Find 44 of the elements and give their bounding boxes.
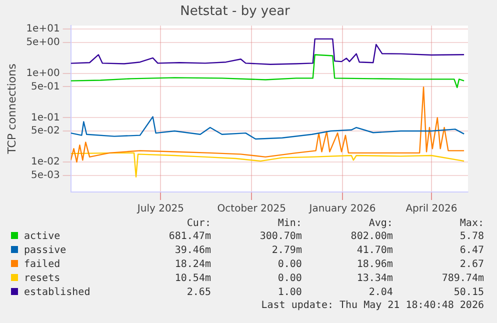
text: 2.65 (186, 286, 212, 300)
legend-label: passive (24, 245, 66, 256)
y-tick-label: 1e+00 (26, 68, 60, 79)
y-tick-label: 5e-01 (30, 81, 60, 92)
x-tick-label: July 2025 (136, 204, 184, 215)
y-tick-label: 1e-02 (30, 156, 60, 168)
legend-label: failed (24, 259, 60, 270)
text: 5.78 (458, 230, 485, 244)
text: 18.24m (174, 258, 212, 272)
text: 6.47 (458, 244, 485, 258)
text: 789.74m (440, 272, 485, 286)
y-tick-label: 5e+00 (26, 37, 60, 48)
legend-label: established (24, 287, 90, 298)
text: 13.34m (356, 272, 394, 286)
legend-label: resets (24, 273, 60, 284)
y-tick-label: 1e-01 (30, 112, 60, 124)
text: 39.46m (174, 244, 212, 258)
text: 802.00m (350, 230, 394, 244)
text: 0.00 (276, 258, 303, 272)
text: 300.70m (258, 230, 303, 244)
y-tick-label: 5e-02 (30, 126, 60, 137)
text: Max: (458, 218, 485, 230)
text: 681.47m (168, 230, 212, 244)
text: 50.15 (452, 286, 485, 300)
x-tick-label: April 2026 (406, 204, 458, 215)
x-tick-label: January 2026 (308, 204, 376, 215)
y-tick-label: 5e-03 (30, 170, 60, 181)
text: Avg: (368, 218, 394, 230)
x-tick-label: October 2025 (217, 204, 286, 215)
text: 0.00 (276, 272, 303, 286)
text: 10.54m (174, 272, 212, 286)
text: Cur: (186, 218, 212, 230)
text: 1.00 (276, 286, 303, 300)
text: 2.04 (368, 286, 394, 300)
text: Last update: Thu May 21 18:40:48 2026 (260, 300, 485, 312)
y-axis-title: TCP connections (5, 63, 18, 155)
legend-label: active (24, 231, 60, 242)
text: 18.96m (356, 258, 394, 272)
y-tick-label: 1e+01 (26, 24, 60, 35)
text: 2.79m (270, 244, 303, 258)
chart-title: Netstat - by year (180, 4, 291, 20)
text: Min: (276, 218, 303, 230)
text: 2.67 (458, 258, 485, 272)
text: 41.70m (356, 244, 394, 258)
